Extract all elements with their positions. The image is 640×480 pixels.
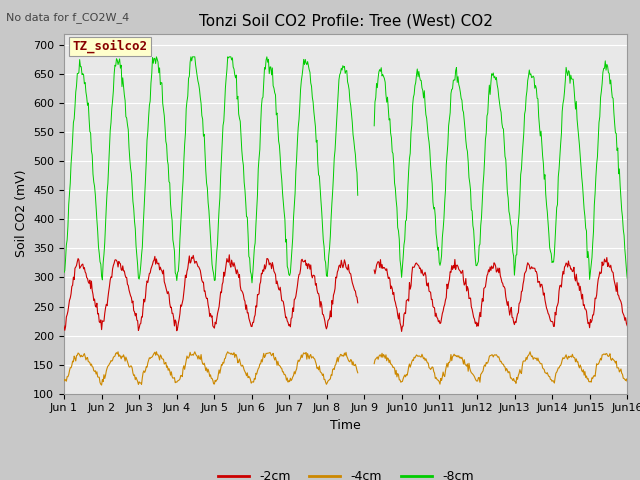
X-axis label: Time: Time: [330, 419, 361, 432]
Y-axis label: Soil CO2 (mV): Soil CO2 (mV): [15, 170, 28, 257]
Text: TZ_soilco2: TZ_soilco2: [72, 40, 147, 53]
Legend: -2cm, -4cm, -8cm: -2cm, -4cm, -8cm: [212, 465, 479, 480]
Title: Tonzi Soil CO2 Profile: Tree (West) CO2: Tonzi Soil CO2 Profile: Tree (West) CO2: [198, 13, 493, 28]
Text: No data for f_CO2W_4: No data for f_CO2W_4: [6, 12, 130, 23]
